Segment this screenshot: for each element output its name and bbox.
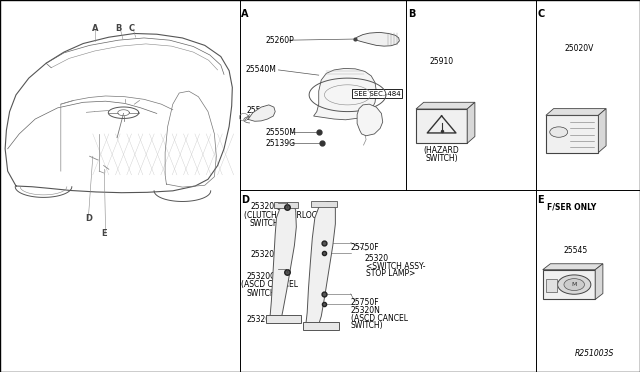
Polygon shape [543,264,603,270]
Bar [266,315,301,323]
Text: (ASCD CANCEL: (ASCD CANCEL [241,280,298,289]
Text: 25320N: 25320N [351,306,381,315]
Text: E: E [538,195,544,205]
Bar [546,279,557,292]
Text: 25750F: 25750F [351,243,380,251]
Text: D: D [85,214,92,223]
Text: SEE SEC. 484: SEE SEC. 484 [354,91,401,97]
Text: 25910: 25910 [429,57,454,66]
Text: C: C [128,24,134,33]
Polygon shape [314,68,376,120]
Text: C: C [538,9,545,19]
Bar [303,322,339,330]
Text: 25320Q: 25320Q [251,202,281,211]
Bar [416,109,467,143]
Circle shape [557,275,591,294]
Bar [546,115,598,153]
Polygon shape [546,109,606,115]
Circle shape [564,279,584,291]
Polygon shape [598,109,606,153]
Text: 25139G: 25139G [266,140,296,148]
Text: <SWITCH ASSY-: <SWITCH ASSY- [366,262,426,270]
Text: E: E [101,229,106,238]
Text: 25750F: 25750F [351,298,380,307]
Text: 25545: 25545 [563,246,588,254]
Bar [274,202,298,208]
Polygon shape [306,202,335,324]
Text: 25320: 25320 [365,254,389,263]
Text: R251003S: R251003S [575,349,614,358]
Text: (HAZARD: (HAZARD [424,146,460,155]
Text: A: A [241,9,249,19]
Polygon shape [416,102,475,109]
Text: (ASCD CANCEL: (ASCD CANCEL [351,314,408,323]
Polygon shape [247,105,275,121]
Text: SWITCH): SWITCH) [250,219,282,228]
Text: SWITCH): SWITCH) [351,321,383,330]
Text: B: B [115,24,122,33]
Text: SWITCH): SWITCH) [246,289,279,298]
Text: 25260P: 25260P [266,36,294,45]
Text: STOP LAMP>: STOP LAMP> [366,269,415,278]
Polygon shape [270,203,296,317]
Text: D: D [241,195,250,205]
Text: 25320R: 25320R [251,250,280,259]
Text: (CLUTCH INTERLOCK: (CLUTCH INTERLOCK [244,211,323,220]
Text: 25540M: 25540M [245,65,276,74]
Text: 25550M: 25550M [266,128,296,137]
Polygon shape [595,264,603,299]
Text: 25320R: 25320R [246,315,276,324]
Text: 25020V: 25020V [564,44,594,53]
Text: SWITCH): SWITCH) [426,154,458,163]
Text: 25320Q: 25320Q [246,272,276,281]
Text: 25540: 25540 [246,106,271,115]
Bar [311,201,337,207]
Polygon shape [354,32,399,46]
Text: M: M [572,282,577,287]
Bar [543,270,595,299]
Text: A: A [92,24,98,33]
Circle shape [550,127,568,137]
Text: B: B [408,9,416,19]
Polygon shape [467,102,475,143]
Polygon shape [357,104,383,136]
Text: F/SER ONLY: F/SER ONLY [547,203,596,212]
